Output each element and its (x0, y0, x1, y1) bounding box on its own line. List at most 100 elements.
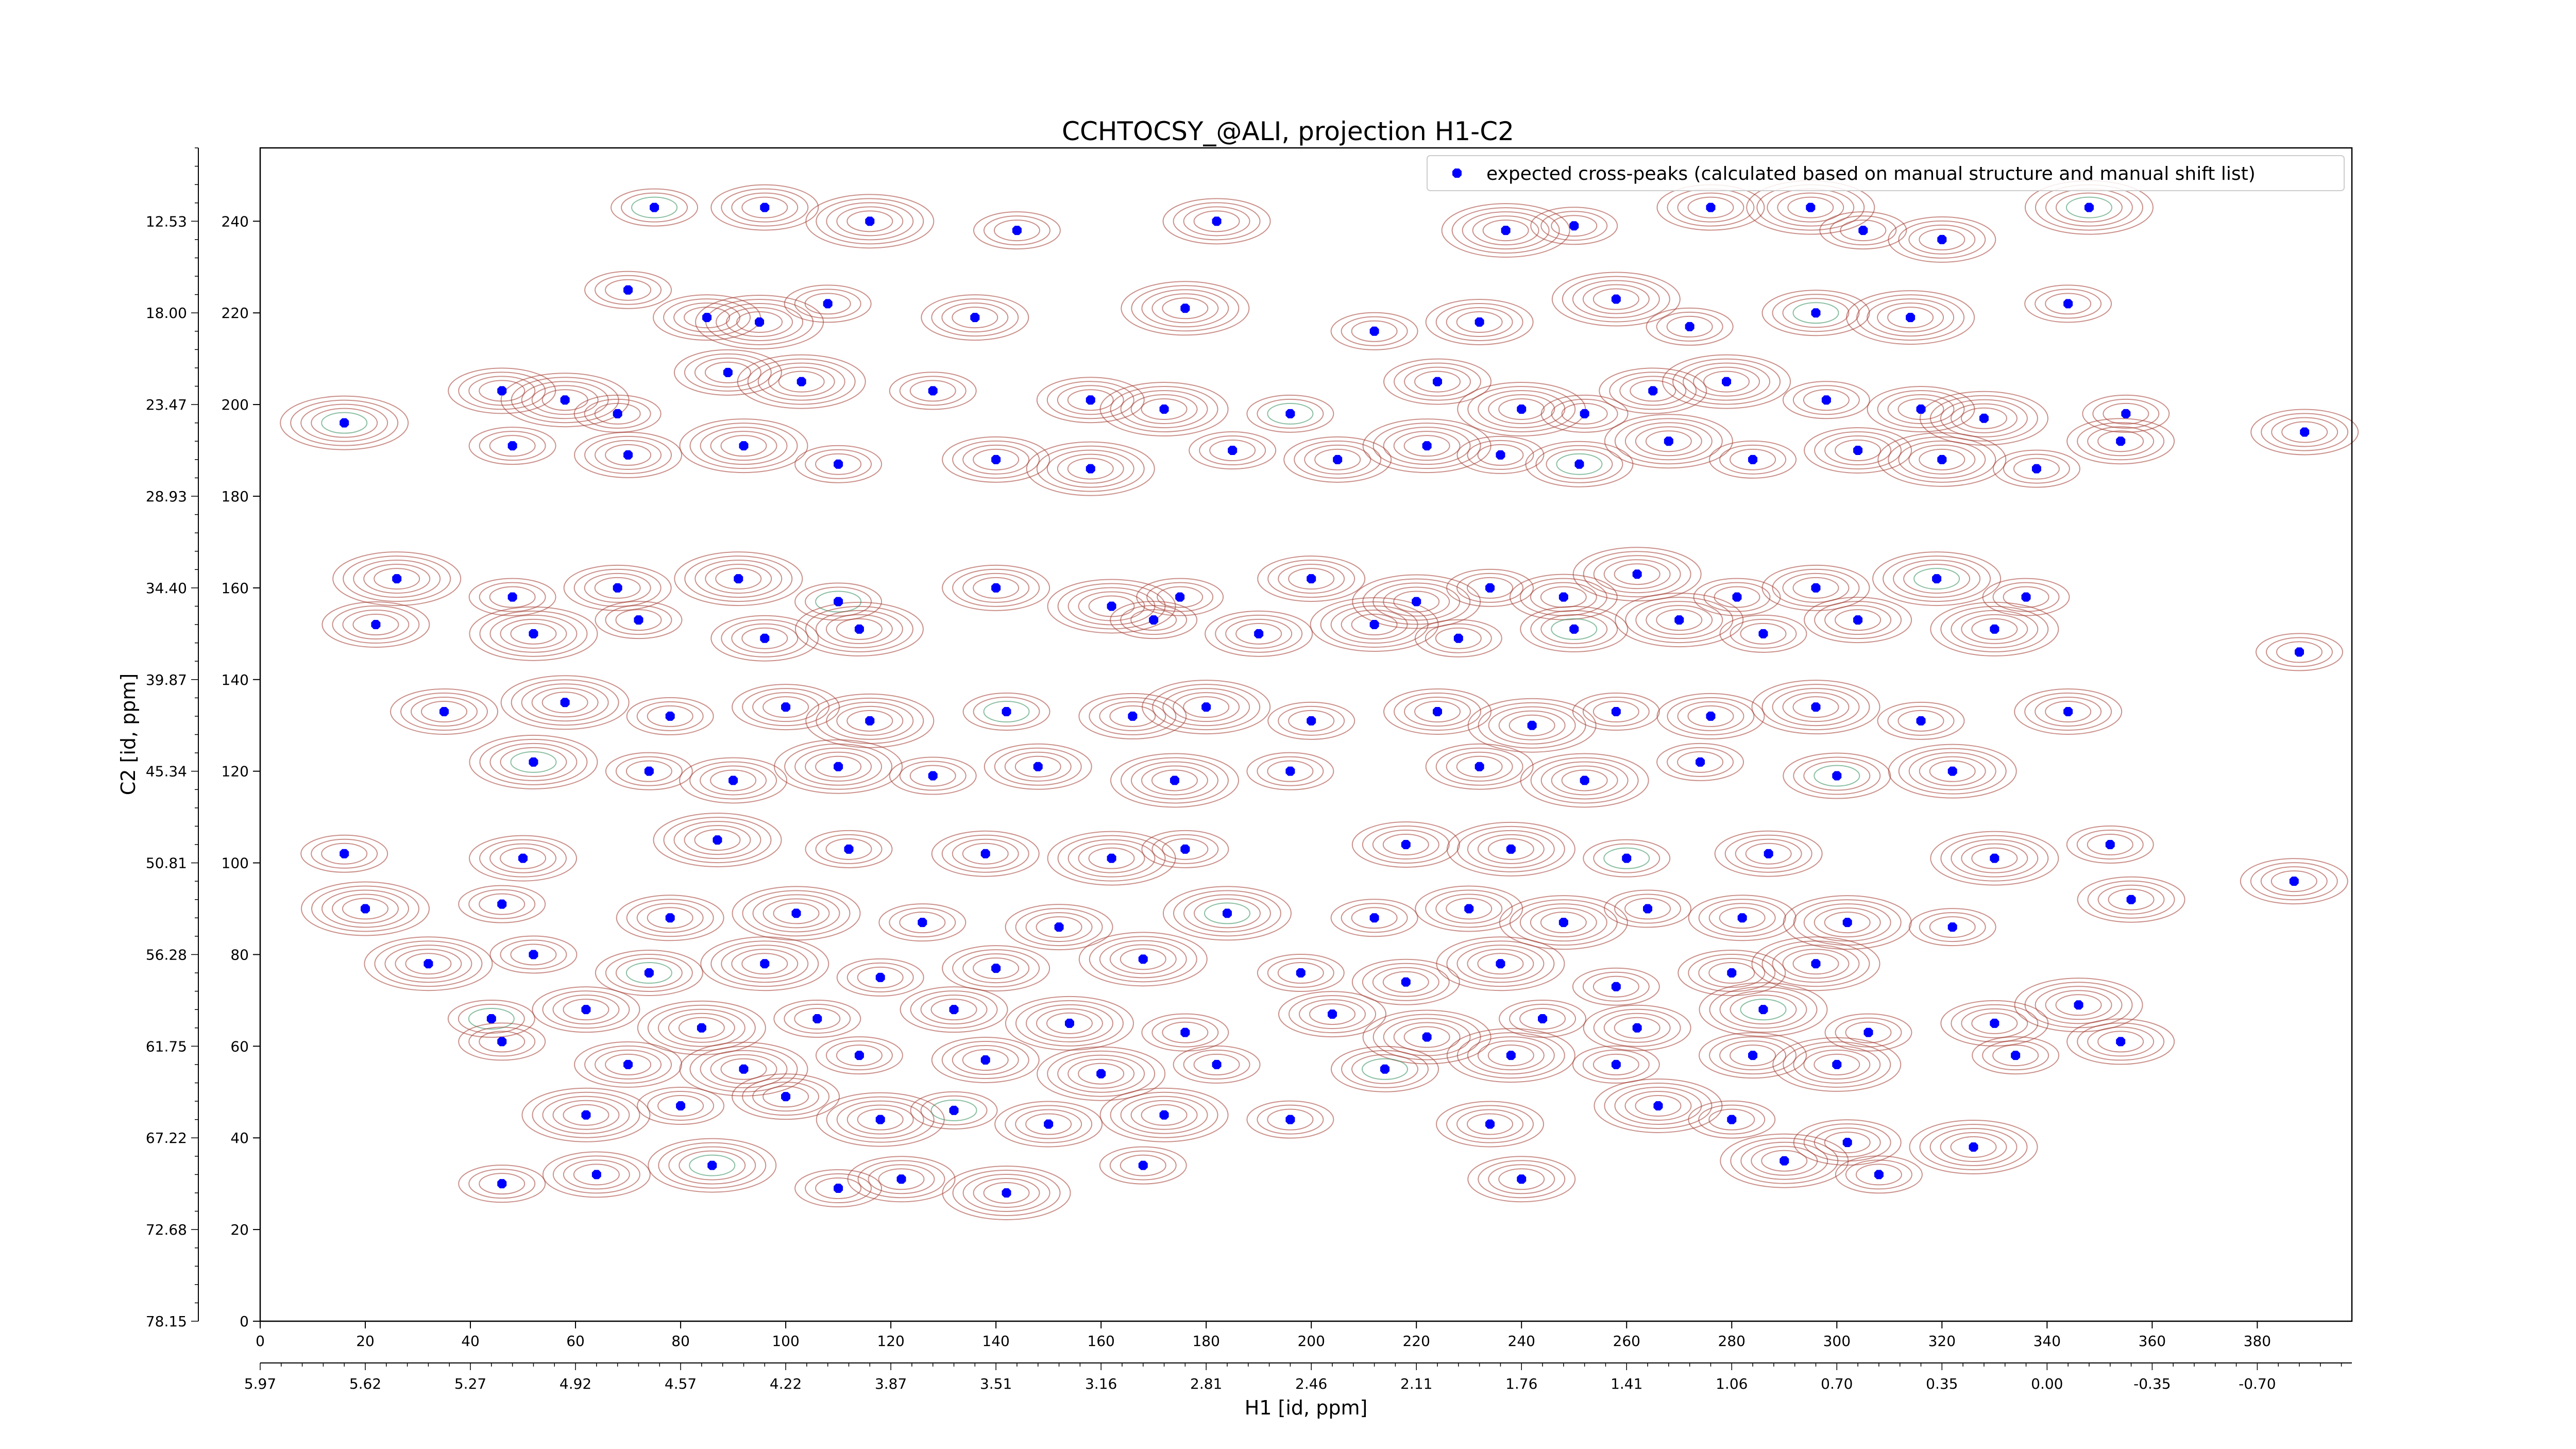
contour-ring (1225, 618, 1293, 649)
contour-ring (1556, 453, 1603, 475)
cross-peak-point (623, 285, 633, 295)
contour-ring (1436, 936, 1565, 991)
cross-peak-point (781, 702, 791, 712)
y-ppm-tick-label: 61.75 (146, 1038, 187, 1055)
contour-ring (857, 1108, 904, 1131)
cross-peak-point (1937, 234, 1947, 244)
cross-peak-point (739, 1064, 749, 1074)
contour-ring (1719, 614, 1807, 653)
contour-ring (1604, 1082, 1713, 1129)
cross-peak-point (1979, 413, 1989, 423)
cross-peak-point (875, 1115, 885, 1124)
cross-peak-point (560, 698, 570, 707)
contour-ring (2097, 430, 2144, 452)
cross-peak-point (529, 950, 538, 959)
contour-ring (1267, 760, 1314, 782)
contour-ring (1708, 962, 1755, 984)
cross-peak-point (1422, 441, 1432, 451)
contour-ring (1824, 435, 1892, 466)
cross-peak-point (760, 203, 770, 212)
contour-ring (962, 1173, 1050, 1212)
contour-ring (726, 307, 793, 337)
contour-ring (1477, 1040, 1545, 1071)
contour-ring (374, 568, 420, 590)
contour-ring (1394, 362, 1482, 401)
contour-ring (1540, 614, 1608, 644)
cross-peak-point (529, 757, 538, 767)
contour-ring (615, 958, 683, 988)
y-ppm-tick-label: 23.47 (146, 396, 187, 413)
cross-peak-point (1611, 707, 1621, 717)
contour-ring (1688, 1100, 1776, 1139)
contour-ring (1677, 751, 1724, 773)
contour-ring (1982, 578, 2070, 616)
contour-ring (899, 761, 967, 791)
contour-ring (1257, 756, 1324, 786)
contour-ring (584, 572, 651, 603)
x-tick-label: 280 (1718, 1333, 1745, 1350)
contour-ring (1141, 830, 1229, 868)
contour-ring (1877, 390, 1965, 428)
contour-ring (1908, 752, 1996, 790)
cross-peak-point (650, 203, 659, 212)
contour-ring (1209, 440, 1256, 462)
contour-ring (737, 354, 866, 409)
x-ppm-tick-label: 3.87 (875, 1375, 907, 1392)
contour-ring (1635, 601, 1723, 639)
contour-ring (1803, 1049, 1871, 1080)
contour-ring (2014, 978, 2143, 1033)
contour-ring (1467, 1113, 1514, 1135)
contour-ring (1193, 898, 1261, 929)
contour-ring (805, 605, 913, 652)
contour-ring (962, 953, 1030, 984)
y-ppm-tick-label: 39.87 (146, 671, 187, 688)
contour-ring (1004, 751, 1072, 782)
contour-ring (1162, 198, 1271, 245)
contour-ring (626, 899, 714, 937)
contour-ring (1057, 385, 1124, 415)
cross-peak-point (1611, 982, 1621, 991)
contour-ring (489, 935, 578, 974)
contour-ring (1724, 834, 1812, 873)
y-tick-label: 120 (222, 763, 249, 780)
contour-ring (1792, 696, 1839, 718)
contour-ring (1067, 389, 1114, 411)
contour-ring (716, 302, 804, 341)
contour-ring (1414, 701, 1461, 723)
contour-ring (742, 1077, 830, 1116)
cross-peak-point (1653, 1101, 1663, 1110)
contour-ring (479, 893, 526, 915)
x-ppm-tick-label: 5.27 (454, 1375, 486, 1392)
contour-ring (710, 940, 819, 987)
contour-ring (1089, 697, 1177, 735)
contour-ring (563, 1159, 630, 1190)
contour-ring (1535, 445, 1623, 483)
contour-ring (1047, 1050, 1156, 1097)
contour-ring (1792, 953, 1839, 975)
contour-ring (1719, 1040, 1787, 1071)
contour-ring (479, 610, 588, 657)
contour-ring (1446, 1105, 1534, 1143)
contour-ring (1341, 316, 1408, 346)
contour-ring (511, 679, 619, 726)
contour-ring (794, 747, 883, 786)
y-ppm-tick-label: 67.22 (146, 1130, 187, 1147)
contour-ring (1888, 744, 2017, 799)
x-ppm-tick-label: 4.22 (770, 1375, 802, 1392)
cross-peak-point (1054, 922, 1064, 932)
contour-ring (1099, 381, 1229, 436)
contour-ring (1582, 1049, 1650, 1080)
contour-ring (1572, 547, 1702, 602)
contour-ring (846, 710, 893, 732)
contour-ring (1183, 206, 1250, 237)
contour-ring (794, 601, 924, 656)
cross-peak-point (1222, 908, 1232, 918)
cross-peak-point (723, 367, 733, 377)
cross-peak-point (1212, 216, 1222, 226)
contour-ring (1740, 1141, 1828, 1180)
contour-ring (1046, 449, 1134, 488)
contour-ring (2108, 888, 2155, 911)
contour-ring (1331, 1046, 1439, 1092)
cross-peak-point (371, 620, 381, 630)
contour-ring (816, 198, 924, 245)
